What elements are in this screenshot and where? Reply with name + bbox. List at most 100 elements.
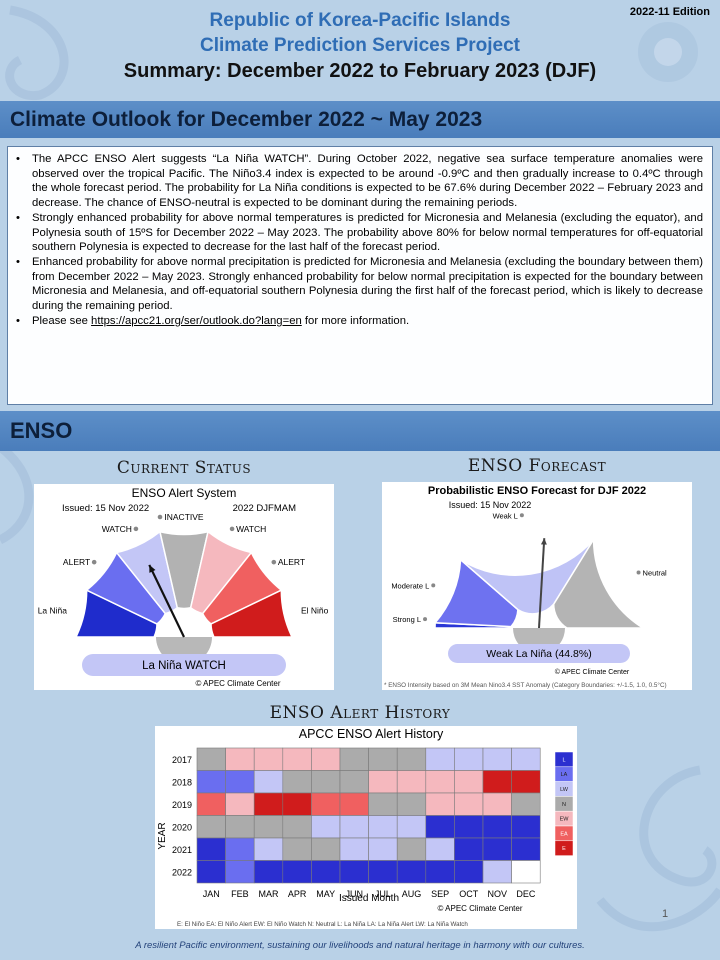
heatmap-cell [425,747,455,771]
heatmap-cell [396,770,427,794]
forecast-note: * ENSO Intensity based on 3M Mean Nino3.… [384,681,667,689]
heatmap-cell [511,792,541,816]
legend-label: N [562,802,566,808]
heatmap-cell [511,815,541,839]
legend-label: L [562,757,565,763]
alert-issued: Issued: 15 Nov 2022 [62,503,149,514]
current-status-heading: Current Status [116,458,252,478]
heatmap-year-label: 2018 [172,777,192,787]
see-prefix: Please see [32,314,92,327]
history-ylabel: YEAR [157,822,168,849]
alert-label-dot [157,514,163,520]
heatmap-cell [368,792,398,816]
forecast-label-dot [423,617,428,622]
heatmap-cell [225,837,255,861]
heatmap-cell [225,747,255,771]
heatmap-cell [454,747,484,771]
forecast-issued: Issued: 15 Nov 2022 [449,500,532,510]
heatmap-month-label: JAN [203,889,220,899]
alert-segment-label: El Niño [301,605,329,615]
heatmap-cell [482,837,512,861]
forecast-label-dot [636,570,641,575]
history-credit: © APEC Climate Center [437,904,522,913]
heatmap-cell [454,837,484,861]
enso-history-panel: APCC ENSO Alert History YEAR Issued Mont… [155,726,577,929]
heatmap-cell [396,837,427,861]
outlook-title: Climate Outlook for December 2022 ~ May … [0,101,720,138]
alert-status-pill [82,654,286,676]
heatmap-cell [282,792,312,816]
outlook-bullet-precipitation: Enhanced probability for above normal pr… [16,255,703,314]
heatmap-year-label: 2017 [172,755,192,765]
alert-label-dot [229,526,235,532]
forecast-needle [538,538,546,629]
heatmap-cell [282,815,312,839]
alert-segment-label: ALERT [63,557,90,567]
heatmap-cell [253,747,284,771]
legend-label: LW [560,787,569,793]
heatmap-cell [368,770,398,794]
outlook-bullet-enso: The APCC ENSO Alert suggests “La Niña WA… [16,152,703,211]
heatmap-month-label: JUL [375,889,391,899]
heatmap-month-label: FEB [231,889,249,899]
outlook-box: The APCC ENSO Alert suggests “La Niña WA… [7,146,713,405]
heatmap-cell [339,747,369,771]
forecast-label-dot [431,583,436,588]
heatmap-cell [253,815,284,839]
heatmap-cell [396,792,427,816]
heatmap-cell [339,860,369,884]
forecast-segment-label: Moderate L [391,581,429,590]
forecast-label-dot [519,513,524,518]
heatmap-month-label: DEC [516,889,536,899]
heatmap-month-label: NOV [488,889,508,899]
heatmap-cell [454,860,484,884]
alert-needle-head [149,564,156,573]
alert-chart-title: ENSO Alert System [132,486,237,500]
heatmap-cell [368,837,398,861]
outlook-link[interactable]: https://apcc21.org/ser/outlook.do?lang=e… [91,314,302,327]
outlook-bullet-temperature: Strongly enhanced probability for above … [16,211,703,255]
heatmap-cell [282,860,312,884]
alert-credit: © APEC Climate Center [195,679,280,688]
enso-history-heading: ENSO Alert History [269,703,451,723]
heatmap-cell [339,837,369,861]
page-number: 1 [662,908,669,920]
heatmap-month-label: MAY [316,889,335,899]
enso-forecast-gauge: Probabilistic ENSO Forecast for DJF 2022… [384,485,667,689]
heatmap-cell [253,770,284,794]
heatmap-cell [282,770,312,794]
heatmap-cell [339,815,369,839]
forecast-chart-title: Probabilistic ENSO Forecast for DJF 2022 [428,485,646,497]
alert-segment-label: WATCH [102,524,132,534]
heatmap-cell [425,770,455,794]
heatmap-cell [225,770,255,794]
heatmap-cell [368,815,398,839]
alert-needle [148,564,185,638]
heatmap-cell [482,860,512,884]
heatmap-cell [482,747,512,771]
heatmap-month-label: APR [288,889,307,899]
heatmap-cell [196,770,226,794]
heatmap-cell [282,837,312,861]
alert-segment-label: ALERT [278,557,305,567]
alert-segment [210,588,294,638]
alert-segment-label: La Niña [38,605,68,615]
forecast-segment [552,536,646,629]
heatmap-cell [196,747,226,771]
heatmap-cell [196,792,226,816]
see-suffix: for more information. [301,314,410,327]
heatmap-cell [482,792,512,816]
legend-label: EA [560,831,568,837]
forecast-result-pill [448,644,630,663]
enso-section-title: ENSO [0,411,720,451]
heatmap-year-label: 2019 [172,800,192,810]
heatmap-cell [454,815,484,839]
enso-alert-gauge: ENSO Alert System Issued: 15 Nov 2022 20… [38,486,329,688]
outlook-bullet-more-info: Please see https://apcc21.org/ser/outloo… [16,314,703,329]
heatmap-cell [253,837,284,861]
footer-tagline: A resilient Pacific environment, sustain… [135,940,585,951]
heatmap-cell [311,792,341,816]
history-chart-title: APCC ENSO Alert History [299,727,444,741]
heatmap-cell [225,815,255,839]
header-summary: Summary: December 2022 to February 2023 … [123,60,597,82]
